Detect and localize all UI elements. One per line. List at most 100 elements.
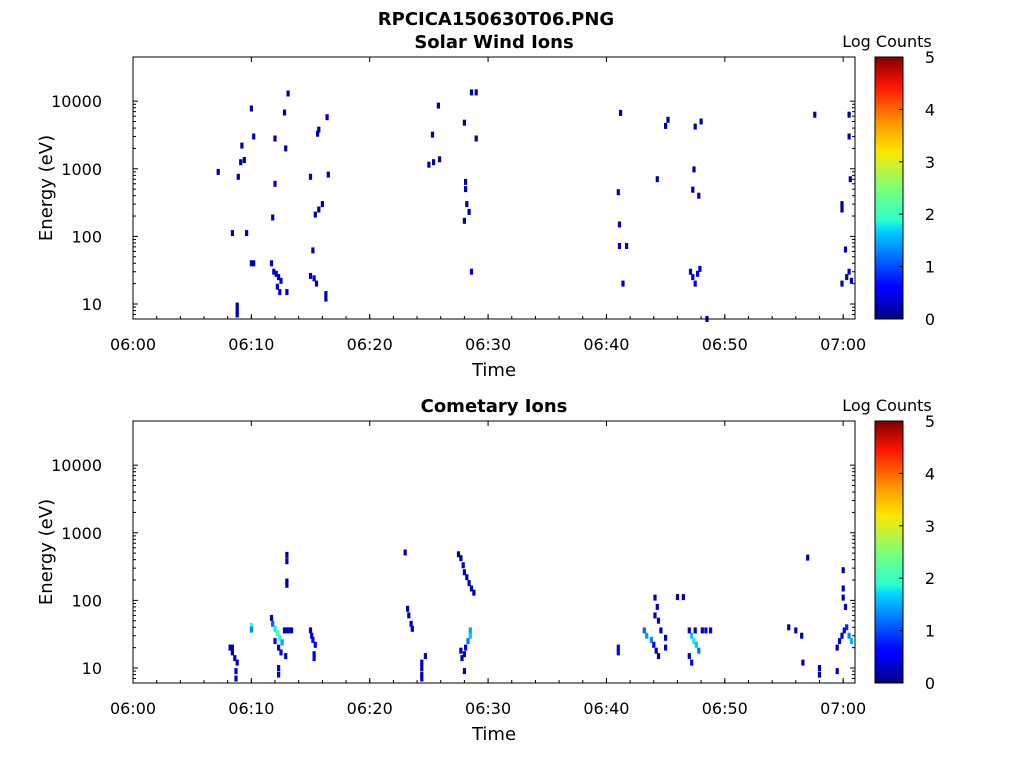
heatmap-cell bbox=[664, 122, 668, 129]
heatmap-cell bbox=[275, 283, 279, 290]
heatmap-cell bbox=[461, 562, 465, 569]
panel-title: Solar Wind Ions bbox=[414, 32, 573, 53]
x-axis-label: Time bbox=[471, 360, 516, 381]
heatmap-cell bbox=[234, 668, 238, 675]
heatmap-cell bbox=[311, 247, 315, 254]
heatmap-cell bbox=[465, 201, 469, 208]
heatmap-cell bbox=[277, 671, 281, 678]
heatmap-cell bbox=[462, 119, 466, 126]
y-tick-label: 100 bbox=[71, 227, 102, 246]
heatmap-cell bbox=[216, 168, 220, 175]
heatmap-cell bbox=[308, 627, 313, 634]
heatmap-cell bbox=[320, 201, 324, 208]
heatmap-cell bbox=[287, 627, 291, 634]
heatmap-cell bbox=[235, 307, 239, 314]
heatmap-cell bbox=[274, 270, 278, 277]
heatmap-cell bbox=[469, 268, 474, 275]
colorbar-tick-label: 2 bbox=[925, 569, 935, 588]
heatmap-cell bbox=[242, 157, 246, 163]
heatmap-cell bbox=[843, 246, 848, 253]
heatmap-cell bbox=[459, 647, 463, 654]
heatmap-cells bbox=[216, 89, 853, 322]
heatmap-cell bbox=[312, 651, 316, 658]
x-tick-label: 06:20 bbox=[347, 699, 393, 718]
heatmap-cell bbox=[847, 111, 851, 118]
y-tick-label: 10000 bbox=[51, 456, 102, 475]
panel-1: 06:00 06:10 06:20 06:30 06:40 06:50 07:0010100… bbox=[36, 32, 935, 381]
heatmap-cells bbox=[228, 549, 853, 682]
colorbar-tick-label: 1 bbox=[925, 258, 935, 277]
heatmap-cell bbox=[817, 665, 822, 671]
heatmap-cell bbox=[462, 217, 466, 224]
heatmap-cell bbox=[681, 594, 685, 601]
heatmap-cell bbox=[326, 171, 330, 178]
heatmap-cell bbox=[847, 133, 851, 140]
heatmap-cell bbox=[691, 186, 695, 193]
heatmap-cell bbox=[249, 626, 253, 633]
colorbar-tick-label: 5 bbox=[925, 412, 935, 431]
heatmap-cell bbox=[235, 302, 239, 309]
y-tick-label: 100 bbox=[71, 591, 102, 610]
heatmap-cell bbox=[430, 131, 435, 138]
heatmap-cell bbox=[840, 632, 844, 639]
x-tick-label: 06:00 bbox=[110, 699, 156, 718]
heatmap-cell bbox=[273, 625, 277, 632]
heatmap-cell bbox=[841, 567, 845, 574]
heatmap-cell bbox=[464, 186, 468, 193]
heatmap-cell bbox=[617, 221, 622, 228]
heatmap-cell bbox=[469, 585, 474, 592]
heatmap-cell bbox=[236, 173, 240, 180]
heatmap-cell bbox=[277, 644, 281, 651]
heatmap-cell bbox=[817, 671, 822, 678]
heatmap-cell bbox=[842, 627, 846, 634]
heatmap-cell bbox=[794, 627, 798, 634]
heatmap-cell bbox=[317, 206, 321, 213]
heatmap-cell bbox=[845, 624, 849, 631]
x-tick-label: 06:40 bbox=[583, 699, 629, 718]
heatmap-cell bbox=[271, 214, 275, 221]
x-tick-label: 06:30 bbox=[465, 699, 511, 718]
colorbar-tick-label: 2 bbox=[925, 205, 935, 224]
heatmap-cell bbox=[840, 201, 844, 208]
y-axis-label: Energy (eV) bbox=[36, 135, 57, 241]
heatmap-cell bbox=[234, 675, 238, 682]
heatmap-cell bbox=[312, 275, 316, 282]
heatmap-cell bbox=[228, 644, 232, 651]
heatmap-cell bbox=[645, 632, 649, 639]
heatmap-cell bbox=[838, 638, 842, 645]
heatmap-cell bbox=[324, 291, 328, 298]
heatmap-cell bbox=[249, 622, 253, 629]
heatmap-cell bbox=[407, 612, 411, 619]
heatmap-cell bbox=[314, 280, 319, 287]
heatmap-cell bbox=[687, 627, 691, 634]
y-tick-label: 10000 bbox=[51, 92, 102, 111]
heatmap-cell bbox=[843, 603, 848, 610]
heatmap-cell bbox=[269, 614, 274, 621]
heatmap-cell bbox=[464, 178, 468, 185]
heatmap-cell bbox=[286, 90, 290, 97]
heatmap-cell bbox=[406, 605, 410, 612]
colorbar-gradient bbox=[874, 420, 904, 684]
heatmap-cell bbox=[427, 161, 431, 168]
heatmap-cell bbox=[252, 133, 256, 140]
heatmap-cell bbox=[847, 268, 851, 275]
heatmap-cell bbox=[467, 580, 471, 587]
heatmap-cell bbox=[285, 558, 289, 565]
y-tick-label: 1000 bbox=[61, 160, 102, 179]
heatmap-cell bbox=[409, 620, 413, 627]
heatmap-cell bbox=[273, 638, 277, 645]
heatmap-cell bbox=[235, 311, 239, 318]
heatmap-cell bbox=[835, 668, 839, 675]
heatmap-cell bbox=[693, 280, 697, 287]
heatmap-cell bbox=[653, 612, 657, 619]
heatmap-cell bbox=[697, 192, 701, 199]
heatmap-cell bbox=[656, 653, 661, 660]
colorbar-tick-label: 4 bbox=[925, 464, 935, 483]
heatmap-cell bbox=[616, 189, 620, 196]
heatmap-cell bbox=[654, 647, 658, 654]
heatmap-cell bbox=[474, 89, 478, 96]
heatmap-cell bbox=[420, 675, 424, 682]
heatmap-cell bbox=[692, 166, 696, 173]
heatmap-cell bbox=[616, 649, 620, 656]
heatmap-cell bbox=[466, 638, 470, 645]
